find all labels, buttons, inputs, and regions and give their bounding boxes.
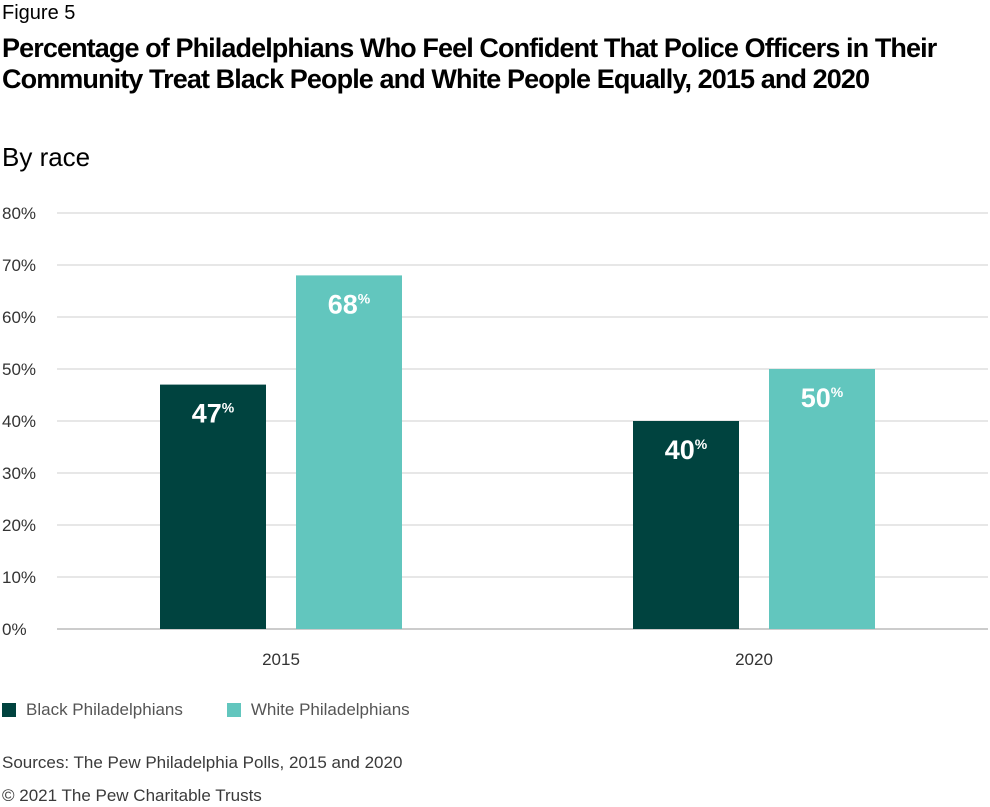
y-tick-label: 0%: [2, 620, 27, 639]
legend-item-black: Black Philadelphians: [2, 699, 183, 721]
y-tick-label: 20%: [2, 516, 36, 535]
y-tick-label: 60%: [2, 308, 36, 327]
y-tick-label: 70%: [2, 256, 36, 275]
sources-note: Sources: The Pew Philadelphia Polls, 201…: [2, 753, 403, 772]
legend: Black Philadelphians White Philadelphians: [2, 699, 454, 721]
data-label: 50%: [801, 383, 844, 413]
y-tick-label: 10%: [2, 568, 36, 587]
copyright-note: © 2021 The Pew Charitable Trusts: [2, 786, 262, 805]
data-labels: 47% 68% 40% 50%: [192, 289, 844, 465]
y-tick-label: 80%: [2, 204, 36, 223]
bars: [160, 275, 875, 629]
data-label: 68%: [328, 289, 371, 319]
bar-chart: 0%10%20%30%40%50%60%70%80% 47%68%40%50% …: [2, 204, 988, 669]
legend-swatch: [2, 703, 16, 717]
x-axis-ticks: 2015 2020: [262, 650, 773, 669]
figure-label: Figure 5: [2, 2, 76, 24]
bar-2020-black: [633, 421, 739, 629]
legend-item-white: White Philadelphians: [226, 699, 410, 721]
x-tick-label: 2020: [735, 650, 773, 669]
data-label: 40%: [665, 435, 708, 465]
bar-2015-white: [296, 275, 402, 629]
legend-label: Black Philadelphians: [26, 700, 183, 719]
chart-title: Percentage of Philadelphians Who Feel Co…: [2, 33, 937, 94]
chart-subtitle: By race: [2, 142, 91, 172]
y-axis-ticks: 0% 10% 20% 30% 40% 50% 60% 70% 80%: [2, 204, 36, 639]
bar-2015-black: [160, 384, 266, 629]
legend-swatch: [226, 703, 241, 717]
y-tick-label: 40%: [2, 412, 36, 431]
bar-2020-white: [769, 369, 875, 629]
data-label: 47%: [192, 399, 235, 429]
legend-label: White Philadelphians: [250, 700, 410, 719]
y-tick-label: 30%: [2, 464, 36, 483]
x-tick-label: 2015: [262, 650, 300, 669]
y-tick-label: 50%: [2, 360, 36, 379]
